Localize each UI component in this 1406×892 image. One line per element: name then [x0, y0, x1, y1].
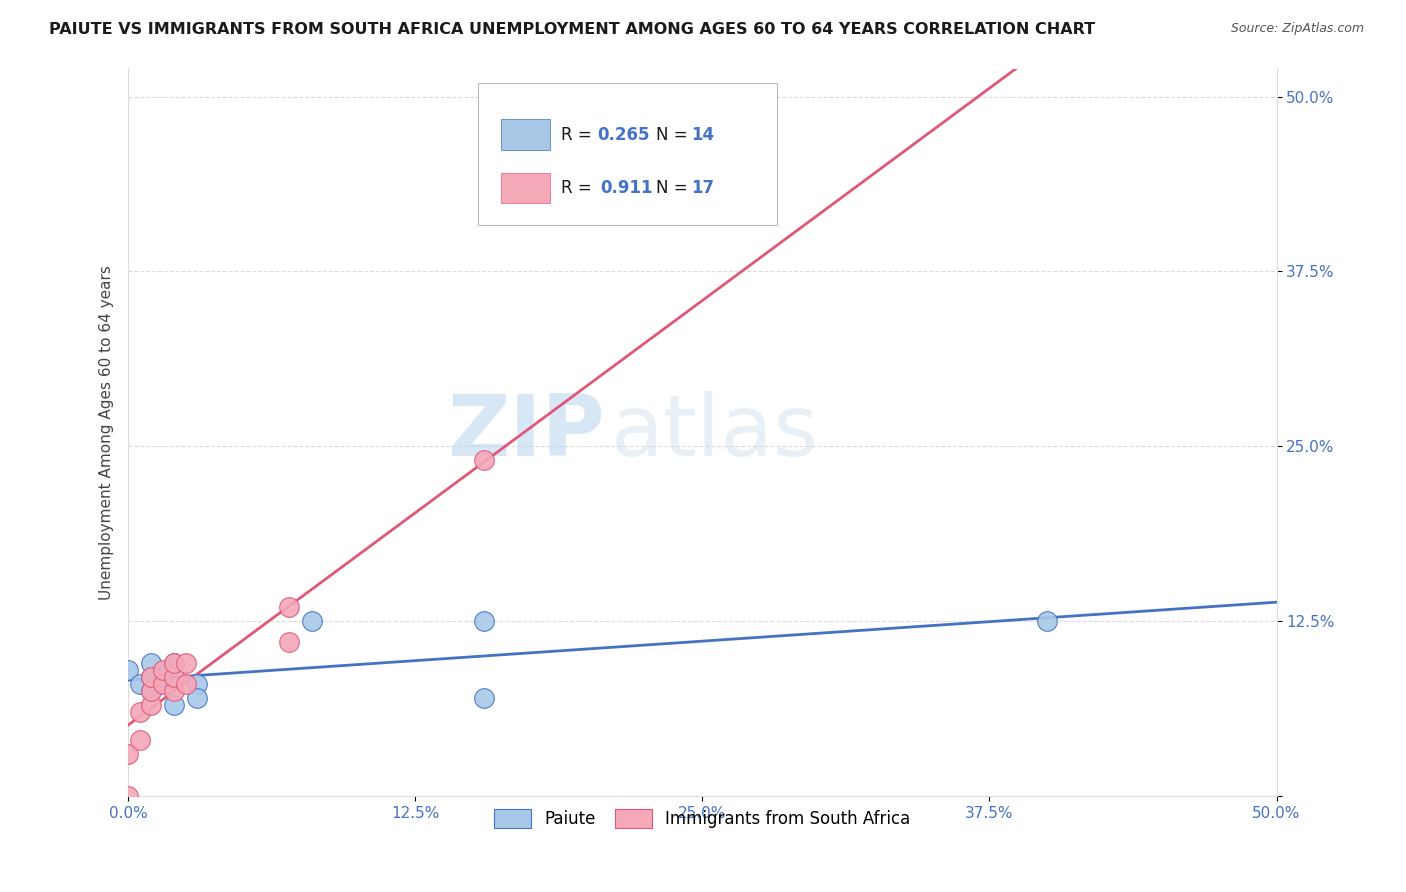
Point — [128, 677, 150, 691]
Point — [186, 691, 208, 706]
Point — [117, 747, 139, 761]
Text: 17: 17 — [690, 178, 714, 197]
Text: 0.911: 0.911 — [600, 178, 652, 197]
Point — [1036, 614, 1059, 628]
Text: PAIUTE VS IMMIGRANTS FROM SOUTH AFRICA UNEMPLOYMENT AMONG AGES 60 TO 64 YEARS CO: PAIUTE VS IMMIGRANTS FROM SOUTH AFRICA U… — [49, 22, 1095, 37]
FancyBboxPatch shape — [478, 83, 778, 225]
Point — [163, 656, 186, 670]
Point — [141, 670, 163, 684]
Text: ZIP: ZIP — [447, 391, 605, 474]
Point — [141, 684, 163, 698]
Point — [472, 614, 495, 628]
Point — [117, 663, 139, 677]
Point — [128, 733, 150, 747]
Point — [472, 453, 495, 467]
FancyBboxPatch shape — [502, 120, 550, 150]
Text: N =: N = — [657, 126, 693, 144]
Text: Source: ZipAtlas.com: Source: ZipAtlas.com — [1230, 22, 1364, 36]
Point — [163, 656, 186, 670]
Point — [186, 677, 208, 691]
Text: R =: R = — [561, 126, 598, 144]
Point — [163, 670, 186, 684]
Point — [163, 684, 186, 698]
Point — [174, 677, 197, 691]
Point — [141, 656, 163, 670]
Legend: Paiute, Immigrants from South Africa: Paiute, Immigrants from South Africa — [488, 803, 917, 835]
Point — [141, 684, 163, 698]
Text: atlas: atlas — [610, 391, 818, 474]
Text: N =: N = — [657, 178, 693, 197]
Point — [174, 656, 197, 670]
Text: 0.265: 0.265 — [596, 126, 650, 144]
Point — [117, 789, 139, 803]
Point — [278, 635, 301, 649]
Point — [152, 670, 174, 684]
FancyBboxPatch shape — [502, 172, 550, 203]
Point — [152, 677, 174, 691]
Point — [278, 600, 301, 615]
Point — [141, 670, 163, 684]
Point — [301, 614, 323, 628]
Y-axis label: Unemployment Among Ages 60 to 64 years: Unemployment Among Ages 60 to 64 years — [100, 265, 114, 599]
Point — [128, 705, 150, 719]
Point — [141, 698, 163, 713]
Point — [472, 691, 495, 706]
Text: 14: 14 — [690, 126, 714, 144]
Point — [163, 698, 186, 713]
Point — [152, 663, 174, 677]
Text: R =: R = — [561, 178, 602, 197]
